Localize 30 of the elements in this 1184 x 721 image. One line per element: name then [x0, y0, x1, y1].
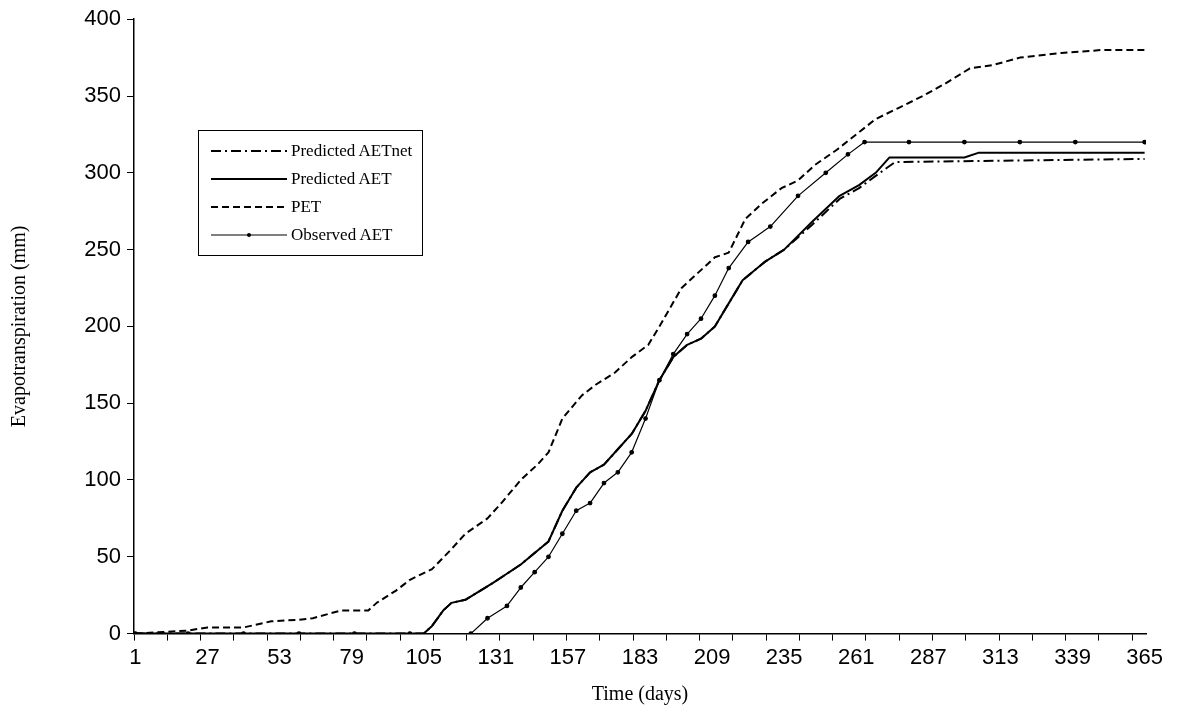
x-tick-label: 183 — [621, 643, 659, 669]
y-tick-label: 0 — [108, 619, 121, 645]
x-tick-label: 131 — [477, 643, 515, 669]
y-axis-title: Evapotranspiration (mm) — [7, 225, 31, 428]
legend-label: Predicted AETnet — [291, 141, 413, 161]
y-tick-label: 250 — [84, 235, 121, 261]
x-tick-label: 79 — [339, 643, 364, 669]
x-tick-label: 287 — [909, 643, 947, 669]
x-tick-label: 313 — [982, 643, 1019, 669]
x-axis-title: Time (days) — [591, 682, 689, 706]
x-tick-label: 1 — [129, 643, 142, 669]
x-tick-label: 157 — [549, 643, 587, 669]
x-tick-label: 53 — [267, 643, 292, 669]
x-tick-label: 339 — [1054, 643, 1091, 669]
legend-label: Predicted AET — [291, 169, 392, 189]
y-tick-label: 150 — [84, 389, 121, 415]
y-tick-label: 50 — [96, 542, 121, 568]
y-tick-label: 300 — [84, 158, 121, 184]
legend-label: Observed AET — [291, 225, 393, 245]
y-tick-label: 400 — [84, 5, 121, 31]
x-tick-label: 105 — [405, 643, 443, 669]
x-tick-label: 235 — [765, 643, 803, 669]
x-tick-label: 27 — [195, 643, 220, 669]
x-tick-label: 261 — [837, 643, 875, 669]
y-tick-label: 200 — [84, 312, 121, 338]
x-tick-label: 209 — [693, 643, 731, 669]
y-tick-label: 350 — [84, 82, 121, 108]
y-tick-label: 100 — [84, 466, 121, 492]
x-tick-label: 365 — [1126, 643, 1163, 669]
legend-label: PET — [291, 197, 322, 217]
